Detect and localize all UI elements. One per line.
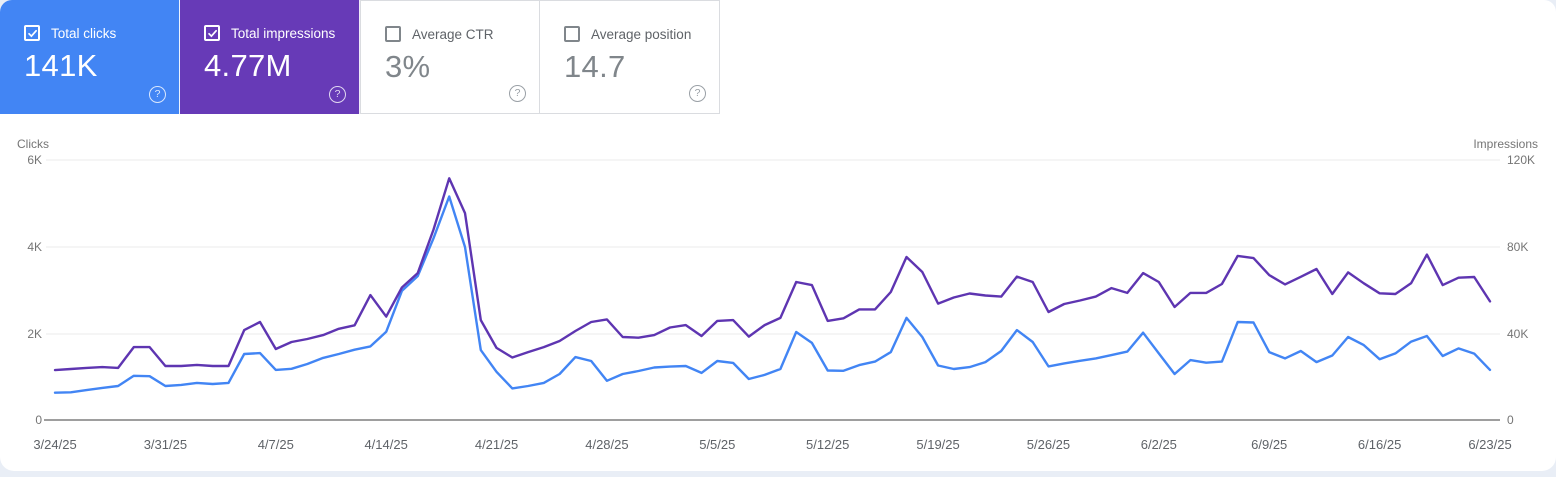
- x-axis-tick: 4/14/25: [364, 437, 408, 452]
- x-axis-tick: 3/24/25: [33, 437, 77, 452]
- series-line-clicks[interactable]: [53, 195, 1492, 394]
- metric-card-average-ctr[interactable]: Average CTR 3% ?: [360, 0, 540, 114]
- metric-card-value: 4.77M: [204, 48, 292, 83]
- right-axis-tick: 0: [1507, 413, 1514, 427]
- x-axis-tick: 6/23/25: [1468, 437, 1512, 452]
- right-axis-tick: 80K: [1507, 240, 1529, 254]
- help-icon[interactable]: ?: [509, 85, 526, 102]
- left-axis-tick: 6K: [27, 153, 42, 167]
- x-axis-tick: 3/31/25: [143, 437, 188, 452]
- x-axis-tick: 5/12/25: [806, 437, 850, 452]
- metric-card-value: 3%: [385, 49, 431, 84]
- metric-card-total-impressions[interactable]: Total impressions 4.77M ?: [180, 0, 360, 114]
- series-line-impressions[interactable]: [53, 177, 1492, 372]
- metric-cards: Total clicks 141K ? Total impressions 4.…: [0, 0, 720, 114]
- right-axis-tick: 120K: [1507, 153, 1536, 167]
- left-axis-tick: 0: [35, 413, 42, 427]
- left-axis-title: Clicks: [17, 137, 49, 151]
- x-axis-tick: 6/16/25: [1357, 437, 1402, 452]
- x-axis-tick: 6/9/25: [1251, 437, 1288, 452]
- checkbox-checked-icon[interactable]: [204, 25, 220, 41]
- metric-card-label: Total clicks: [51, 25, 117, 41]
- metric-card-average-position[interactable]: Average position 14.7 ?: [540, 0, 720, 114]
- x-axis-tick: 4/28/25: [585, 437, 629, 452]
- left-axis-tick: 2K: [27, 327, 42, 341]
- help-icon[interactable]: ?: [329, 86, 346, 103]
- x-axis-tick: 6/2/25: [1140, 437, 1177, 452]
- help-icon[interactable]: ?: [149, 86, 166, 103]
- right-axis-tick: 40K: [1507, 327, 1529, 341]
- checkbox-unchecked-icon[interactable]: [564, 26, 580, 42]
- left-axis-tick: 4K: [27, 240, 42, 254]
- x-axis-tick: 5/26/25: [1026, 437, 1071, 452]
- x-axis-tick: 5/19/25: [916, 437, 960, 452]
- metric-card-total-clicks[interactable]: Total clicks 141K ?: [0, 0, 180, 114]
- metric-card-label: Average CTR: [412, 26, 494, 42]
- checkbox-checked-icon[interactable]: [24, 25, 40, 41]
- x-axis-tick: 4/21/25: [474, 437, 519, 452]
- checkbox-unchecked-icon[interactable]: [385, 26, 401, 42]
- metric-card-value: 141K: [24, 48, 98, 83]
- right-axis-title: Impressions: [1473, 137, 1538, 151]
- metric-card-label: Total impressions: [231, 25, 336, 41]
- x-axis-tick: 5/5/25: [699, 437, 736, 452]
- help-icon[interactable]: ?: [689, 85, 706, 102]
- metric-card-value: 14.7: [564, 49, 626, 84]
- x-axis-tick: 4/7/25: [257, 437, 294, 452]
- metric-card-label: Average position: [591, 26, 692, 42]
